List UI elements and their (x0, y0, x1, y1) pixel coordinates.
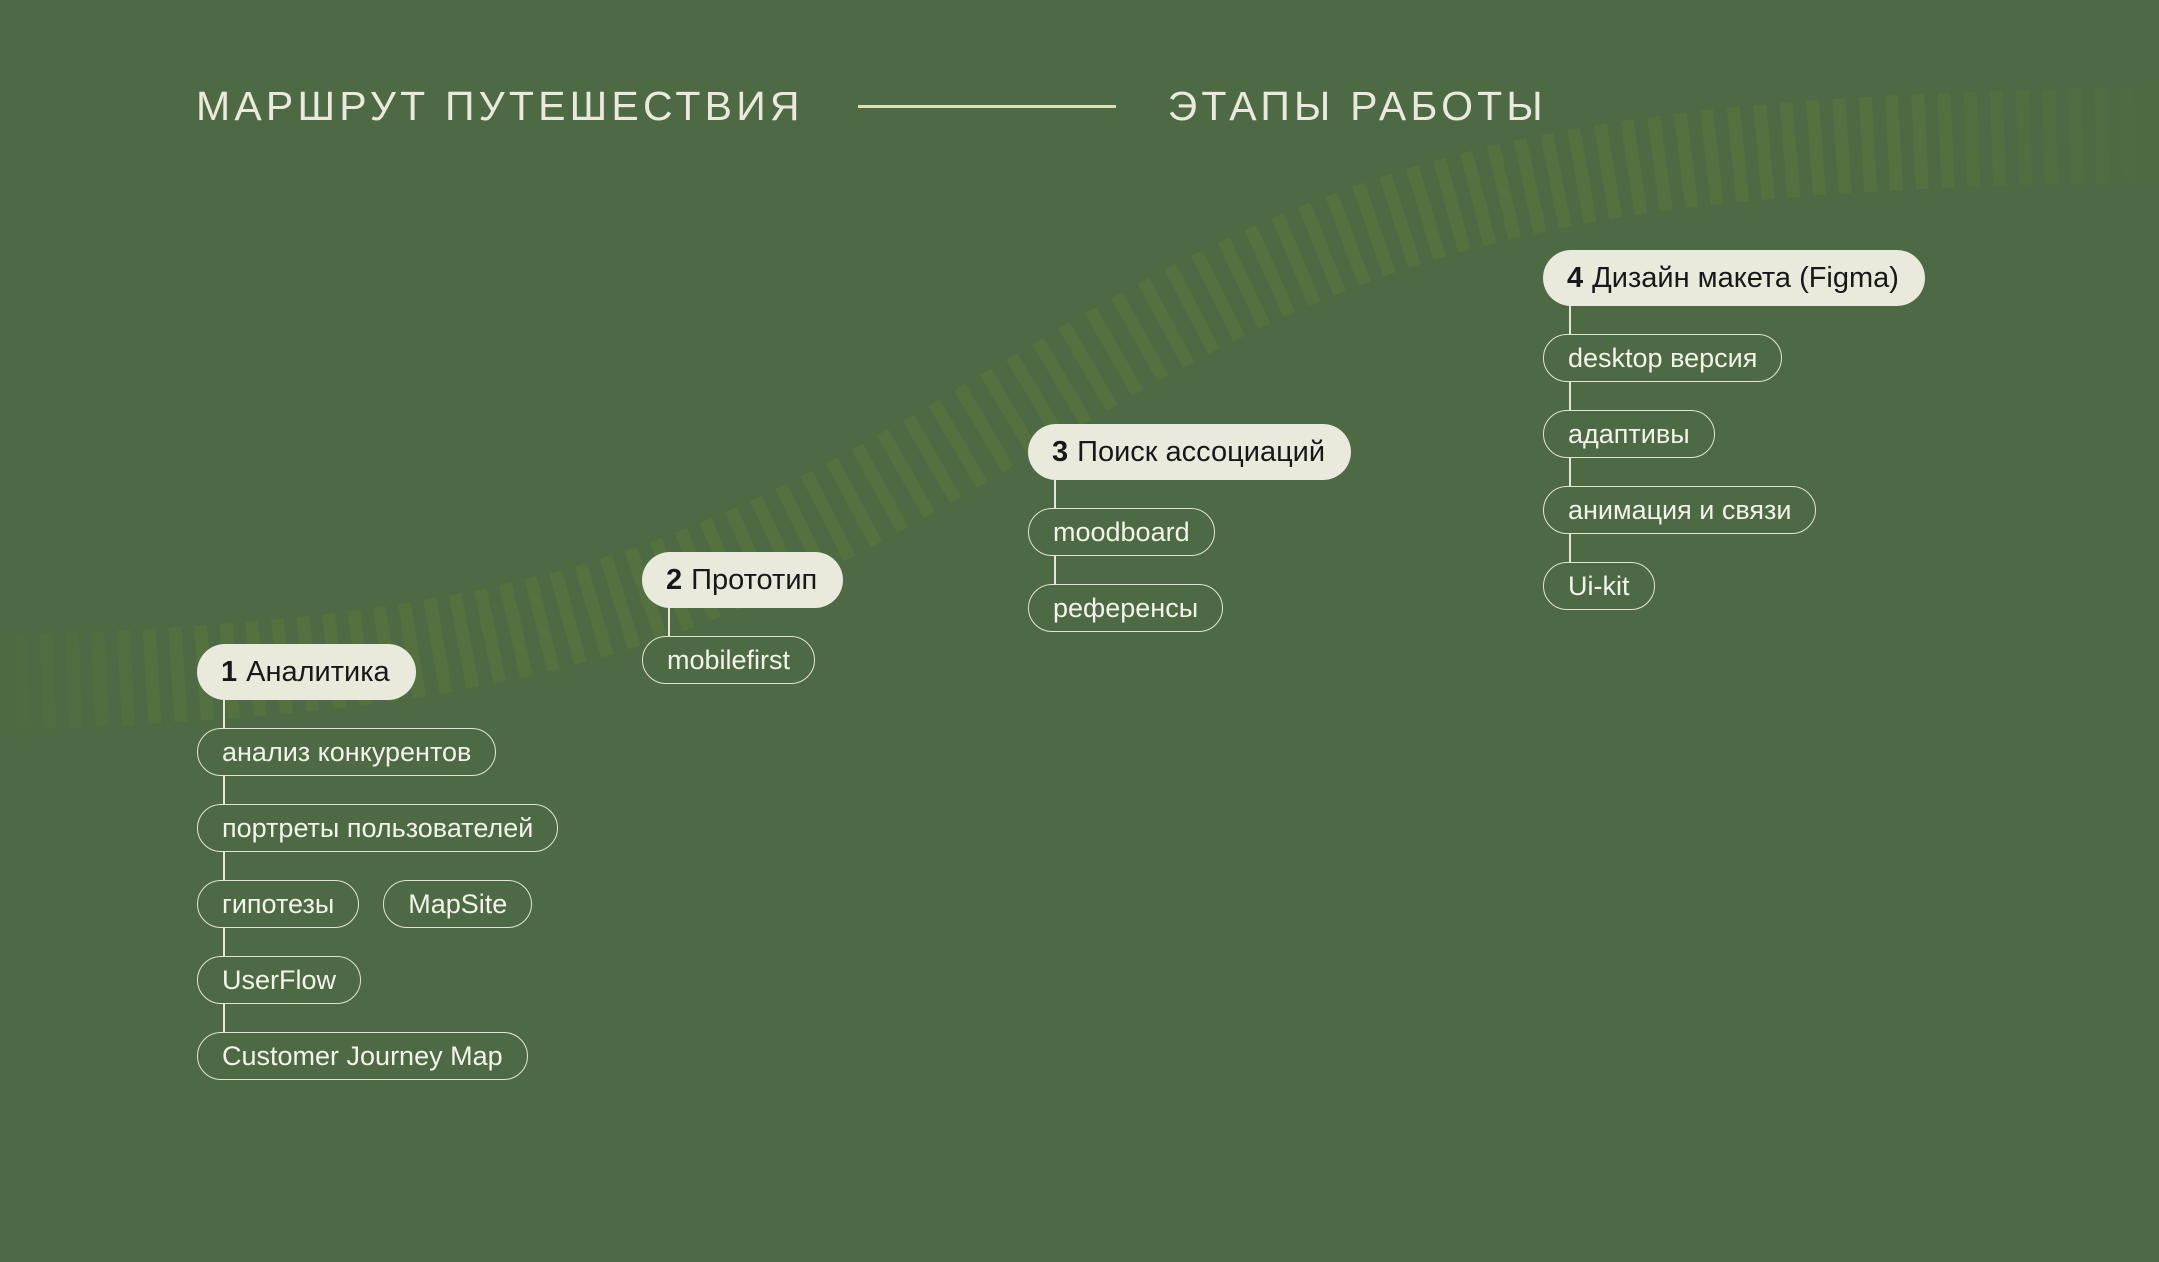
connector-line (1054, 556, 1056, 584)
node-row: референсы (1028, 584, 1351, 632)
node-item[interactable]: desktop версия (1543, 334, 1783, 382)
node-item[interactable]: анализ конкурентов (197, 728, 497, 776)
node-connector (197, 928, 558, 956)
branch-head-row: 2 Прототип (642, 552, 844, 608)
node-connector (642, 608, 843, 636)
node-connector (1543, 382, 1925, 410)
branch-number: 3 (1052, 435, 1069, 468)
branch-number: 2 (666, 563, 683, 596)
node-item[interactable]: анимация и связи (1543, 486, 1817, 534)
branch-3: 3 Поиск ассоциаций moodboard референсы (1028, 424, 1352, 632)
node-row: гипотезы MapSite (197, 880, 558, 928)
node-row: Ui-kit (1543, 562, 1925, 610)
connector-line (668, 608, 670, 636)
connector-line (223, 776, 225, 804)
node-connector (197, 852, 558, 880)
node-item[interactable]: Ui-kit (1543, 562, 1655, 610)
branch-number: 4 (1567, 261, 1584, 294)
connector-line (1569, 534, 1571, 562)
connector-line (1569, 306, 1571, 334)
node-item[interactable]: mobilefirst (642, 636, 816, 684)
node-row: moodboard (1028, 508, 1351, 556)
node-connector (1543, 306, 1925, 334)
header-left-title: МАРШРУТ ПУТЕШЕСТВИЯ (196, 83, 804, 129)
node-item[interactable]: MapSite (383, 880, 533, 928)
node-row: mobilefirst (642, 636, 843, 684)
node-connector (197, 776, 558, 804)
node-connector (1543, 458, 1925, 486)
node-item[interactable]: UserFlow (197, 956, 362, 1004)
node-connector (1028, 480, 1351, 508)
branch-head-4[interactable]: 4 Дизайн макета (Figma) (1543, 250, 1925, 306)
header-right-title: ЭТАПЫ РАБОТЫ (1167, 83, 1547, 129)
connector-line (223, 1004, 225, 1032)
branch-1: 1 Аналитика анализ конкурентов портреты пол… (197, 644, 559, 1080)
connector-line (1054, 480, 1056, 508)
node-row: анимация и связи (1543, 486, 1925, 534)
connector-line (1569, 382, 1571, 410)
branch-number: 1 (221, 655, 238, 688)
branch-title: Дизайн макета (Figma) (1592, 261, 1899, 294)
connector-line (223, 700, 225, 728)
branch-head-2[interactable]: 2 Прототип (642, 552, 844, 608)
branch-title: Поиск ассоциаций (1077, 435, 1326, 468)
node-item[interactable]: гипотезы (197, 880, 360, 928)
branch-4: 4 Дизайн макета (Figma) desktop версия адап… (1543, 250, 1925, 610)
branch-head-1[interactable]: 1 Аналитика (197, 644, 416, 700)
node-item[interactable]: moodboard (1028, 508, 1215, 556)
node-row: UserFlow (197, 956, 558, 1004)
page-header: МАРШРУТ ПУТЕШЕСТВИЯ ЭТАПЫ РАБОТЫ (196, 78, 1547, 134)
node-connector (197, 1004, 558, 1032)
node-connector (197, 700, 558, 728)
connector-line (1569, 458, 1571, 486)
node-item[interactable]: Customer Journey Map (197, 1032, 528, 1080)
branch-title: Аналитика (246, 655, 390, 688)
node-row: desktop версия (1543, 334, 1925, 382)
node-connector (1028, 556, 1351, 584)
branch-head-row: 3 Поиск ассоциаций (1028, 424, 1352, 480)
branch-head-3[interactable]: 3 Поиск ассоциаций (1028, 424, 1352, 480)
branch-title: Прототип (691, 563, 818, 596)
node-row: адаптивы (1543, 410, 1925, 458)
node-row: анализ конкурентов (197, 728, 558, 776)
node-item[interactable]: референсы (1028, 584, 1224, 632)
connector-line (223, 928, 225, 956)
connector-line (223, 852, 225, 880)
branch-head-row: 1 Аналитика (197, 644, 558, 700)
node-item[interactable]: портреты пользователей (197, 804, 559, 852)
node-row: портреты пользователей (197, 804, 559, 852)
node-item[interactable]: адаптивы (1543, 410, 1715, 458)
node-row: Customer Journey Map (197, 1032, 558, 1080)
node-connector (1543, 534, 1925, 562)
branch-head-row: 4 Дизайн макета (Figma) (1543, 250, 1925, 306)
branch-2: 2 Прототип mobilefirst (642, 552, 844, 684)
header-divider-line (857, 104, 1116, 108)
